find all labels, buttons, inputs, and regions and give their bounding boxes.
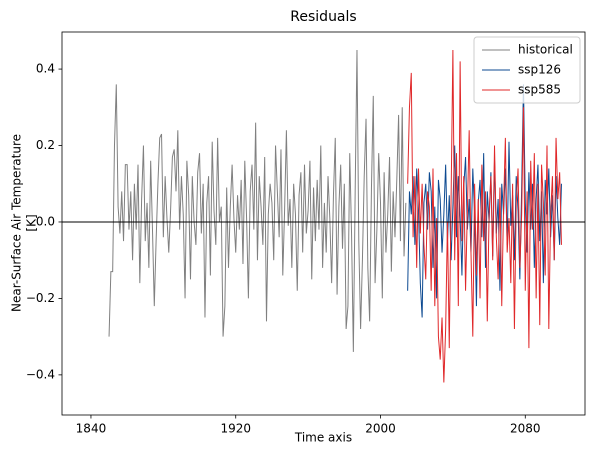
y-tick-label: 0.2	[36, 138, 55, 152]
x-tick-label: 1920	[220, 422, 251, 436]
y-tick-label: 0.4	[36, 62, 55, 76]
y-tick-label: −0.2	[26, 291, 55, 305]
y-axis-label: Near-Surface Air Temperature	[10, 134, 24, 312]
legend-label: ssp126	[518, 63, 561, 77]
y-tick-label: −0.4	[26, 367, 55, 381]
legend-box	[473, 36, 581, 104]
y-axis-label: [K]	[25, 214, 39, 231]
x-tick-label: 1840	[76, 422, 107, 436]
plot-frame	[61, 31, 586, 416]
x-axis-label: Time axis	[294, 431, 352, 445]
x-tick-label: 2080	[510, 422, 541, 436]
chart-title: Residuals	[290, 9, 356, 25]
series-line	[108, 49, 407, 352]
y-tick-label: 0.0	[36, 214, 55, 228]
series-line	[407, 49, 562, 383]
x-tick-label: 2000	[365, 422, 396, 436]
legend-label: ssp585	[518, 83, 561, 97]
legend-label: historical	[518, 43, 573, 57]
